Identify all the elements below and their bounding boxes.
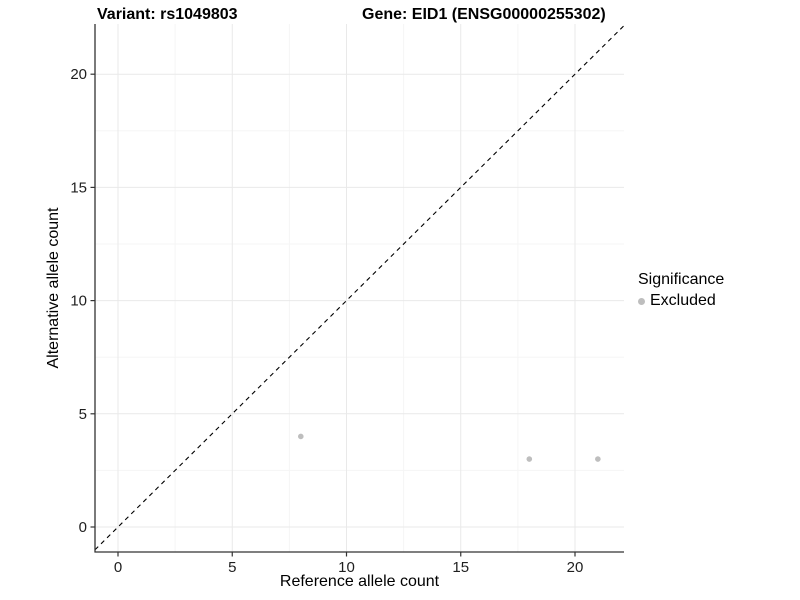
y-tick-label: 20 xyxy=(70,66,87,83)
x-tick-label: 15 xyxy=(452,559,469,576)
data-point xyxy=(595,456,601,462)
y-tick-label: 15 xyxy=(70,179,87,196)
y-tick-label: 0 xyxy=(79,519,87,536)
data-point xyxy=(526,456,533,462)
legend-title: Significance xyxy=(638,271,725,288)
y-tick-label: 5 xyxy=(79,406,87,423)
legend-item-excluded: Excluded xyxy=(638,292,724,310)
plot-title-gene: Gene: EID1 (ENSG00000255302) xyxy=(362,6,606,23)
x-tick-label: 5 xyxy=(228,559,236,576)
x-tick-label: 20 xyxy=(567,559,584,576)
legend: Significance Excluded xyxy=(638,271,724,310)
x-tick-label: 0 xyxy=(114,559,122,576)
excluded-point-icon xyxy=(638,297,645,305)
data-point xyxy=(298,433,304,440)
plot-title-variant: Variant: rs1049803 xyxy=(97,6,238,23)
legend-item-label: Excluded xyxy=(650,292,716,309)
x-tick-label: 10 xyxy=(338,559,355,576)
y-tick-label: 10 xyxy=(70,293,87,310)
x-axis-title: Reference allele count xyxy=(279,573,440,590)
y-axis-title: Alternative allele count xyxy=(45,207,62,369)
identity-dashed-line xyxy=(94,25,625,551)
